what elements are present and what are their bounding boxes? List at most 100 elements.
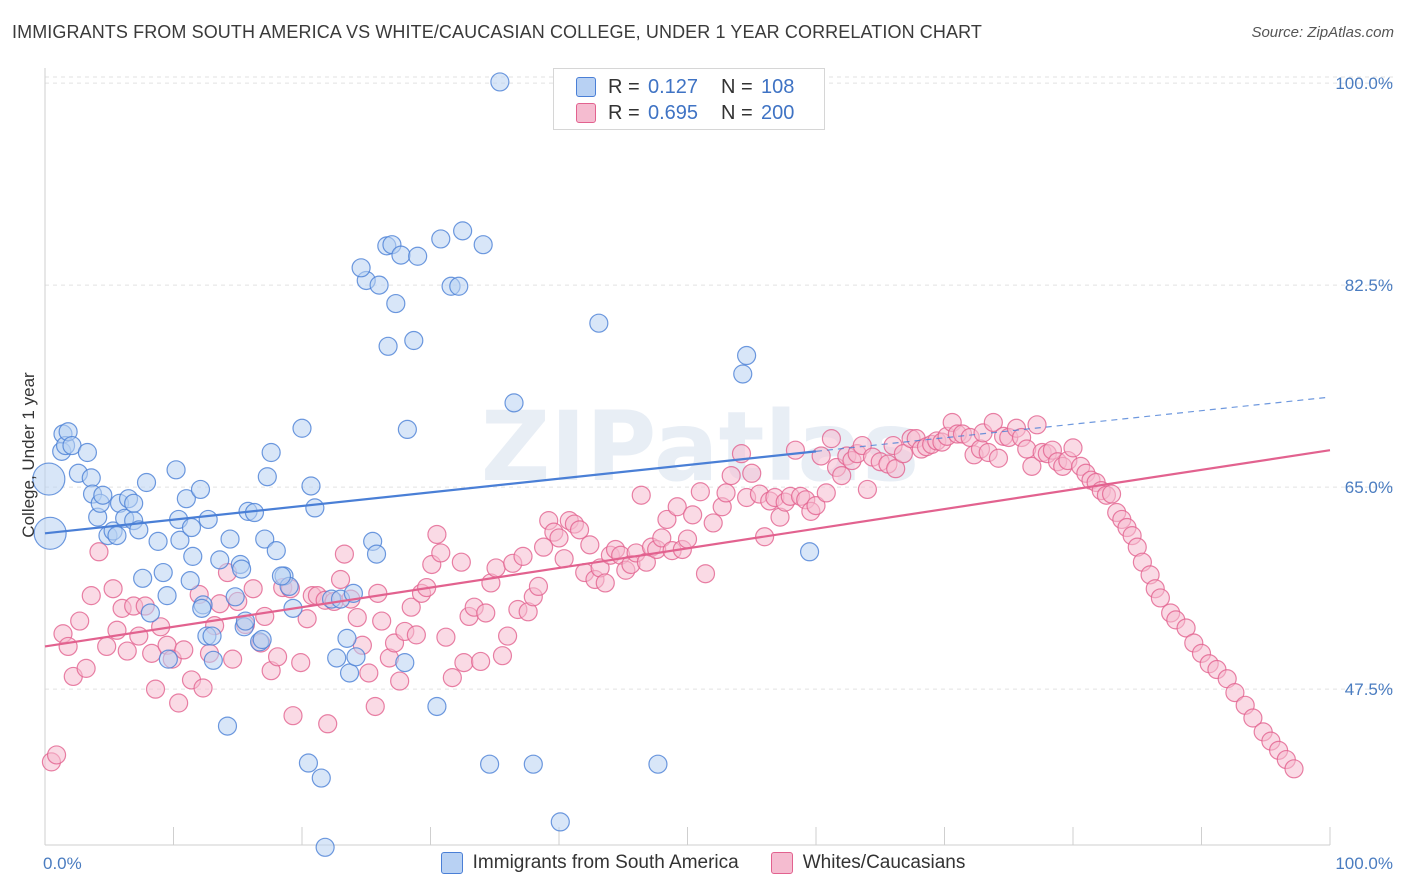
data-point — [486, 558, 506, 578]
data-point — [742, 463, 762, 483]
data-point — [180, 571, 200, 591]
data-point — [806, 496, 826, 516]
data-point — [386, 293, 406, 314]
data-point — [648, 754, 668, 774]
data-point — [351, 258, 371, 278]
legend-item-immigrants[interactable]: Immigrants from South America — [440, 852, 739, 874]
data-point — [117, 641, 137, 661]
data-point — [330, 569, 351, 590]
data-point — [372, 611, 392, 631]
n-label: N = — [721, 101, 753, 124]
data-point — [223, 649, 243, 669]
data-point — [550, 812, 570, 832]
blue-swatch — [576, 77, 596, 97]
data-point — [431, 229, 451, 249]
data-point — [580, 535, 600, 555]
data-point — [174, 640, 194, 660]
series-legend: Immigrants from South America Whites/Cau… — [0, 852, 1406, 874]
data-point — [183, 546, 203, 566]
data-point — [77, 442, 98, 463]
data-point — [436, 627, 456, 647]
data-point — [391, 245, 411, 265]
r-value: 0.127 — [648, 75, 699, 98]
data-point — [1225, 683, 1245, 703]
data-point — [81, 586, 101, 606]
data-point — [652, 528, 672, 548]
data-point — [893, 444, 913, 464]
data-point — [442, 668, 462, 688]
data-point — [677, 529, 698, 549]
axes — [44, 68, 1331, 846]
data-point — [166, 460, 186, 480]
data-point — [261, 442, 281, 463]
data-point — [631, 485, 651, 505]
data-point — [210, 550, 230, 570]
data-point — [46, 745, 67, 765]
data-point — [733, 364, 753, 384]
data-point — [785, 440, 806, 460]
data-point — [103, 579, 123, 599]
data-point — [1022, 456, 1042, 476]
data-point — [427, 696, 447, 717]
pink-swatch — [770, 852, 793, 874]
grid-lines — [45, 76, 1395, 690]
data-point — [346, 647, 366, 667]
data-point — [192, 598, 212, 618]
data-point — [271, 566, 292, 586]
data-point — [369, 275, 389, 295]
data-point — [148, 531, 168, 551]
data-point — [169, 693, 189, 713]
data-point — [291, 653, 311, 673]
data-point — [816, 483, 836, 503]
data-point — [327, 648, 347, 668]
data-point — [129, 626, 149, 646]
data-point — [1243, 708, 1263, 728]
data-point — [471, 651, 491, 672]
data-point — [347, 607, 367, 628]
data-point — [408, 246, 428, 266]
data-point — [243, 579, 263, 599]
data-point — [76, 658, 96, 678]
data-point — [181, 517, 202, 538]
data-point — [406, 625, 426, 645]
y-tick-label: 65.0% — [1345, 478, 1393, 497]
data-point — [554, 549, 574, 569]
data-point — [266, 541, 286, 561]
data-point — [1176, 618, 1196, 638]
data-point — [252, 629, 272, 650]
data-point — [480, 754, 500, 774]
data-point — [220, 529, 240, 549]
data-point — [401, 597, 421, 617]
data-point — [504, 393, 524, 413]
data-point — [857, 479, 878, 500]
data-point — [1150, 588, 1170, 608]
data-point — [390, 671, 410, 691]
x-tick-label: 100.0% — [1335, 854, 1393, 873]
data-point — [58, 636, 78, 657]
data-point — [232, 559, 252, 579]
data-point — [176, 489, 196, 509]
data-point — [297, 609, 317, 629]
y-axis-label: College, Under 1 year — [19, 372, 38, 538]
data-point — [716, 483, 736, 503]
data-point — [821, 429, 842, 449]
data-point — [721, 465, 741, 486]
data-point — [292, 418, 312, 438]
data-point — [368, 583, 388, 603]
data-point — [988, 448, 1009, 468]
r-label: R = — [608, 75, 640, 98]
data-point — [395, 653, 415, 673]
data-point — [737, 345, 757, 366]
data-point — [81, 468, 101, 488]
data-point — [142, 643, 162, 663]
data-point — [703, 513, 723, 533]
legend-item-whites[interactable]: Whites/Caucasians — [770, 852, 965, 874]
r-value: 0.695 — [648, 101, 699, 124]
data-point — [97, 636, 117, 657]
data-point — [157, 586, 177, 606]
data-point — [305, 498, 325, 518]
data-point — [473, 235, 493, 255]
data-point — [190, 479, 211, 500]
data-point — [799, 542, 820, 562]
